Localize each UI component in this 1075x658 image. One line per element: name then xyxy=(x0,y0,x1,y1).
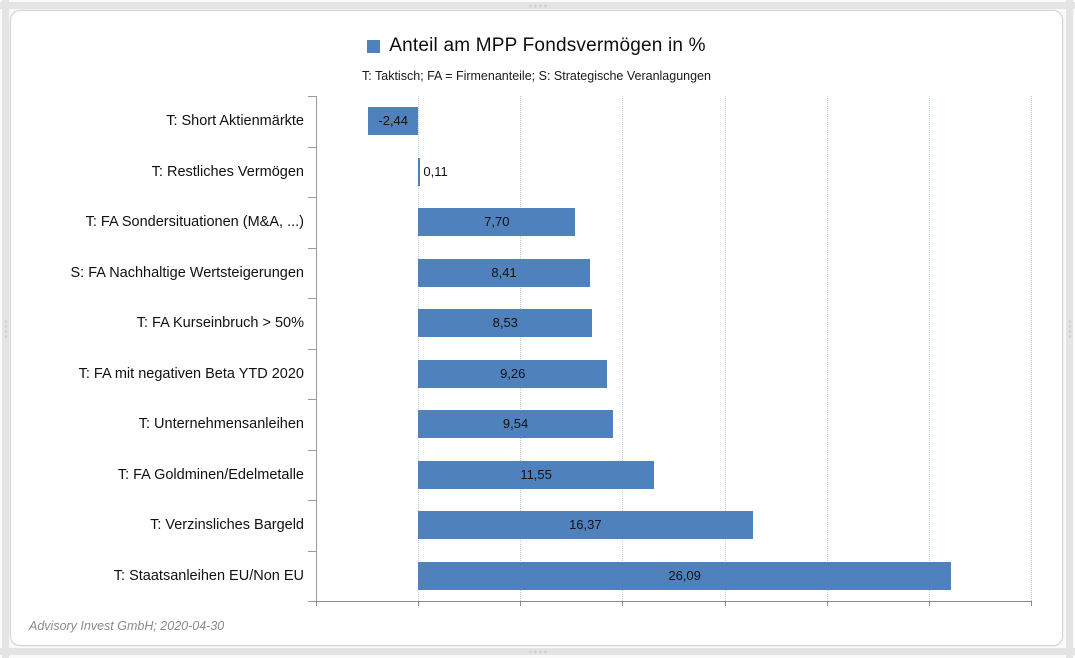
bar-value-label: 9,26 xyxy=(500,365,526,381)
footer-note: Advisory Invest GmbH; 2020-04-30 xyxy=(29,619,225,633)
bar-value-label: -2,44 xyxy=(378,113,409,129)
gridline xyxy=(520,96,522,601)
chart-area: Anteil am MPP Fondsvermögen in % T: Takt… xyxy=(10,10,1063,646)
bar xyxy=(418,359,608,388)
drag-handle-top[interactable] xyxy=(528,4,547,7)
category-label: S: FA Nachhaltige Wertsteigerungen xyxy=(70,264,304,281)
category-label: T: FA Sondersituationen (M&A, ...) xyxy=(85,214,304,231)
chart-title: Anteil am MPP Fondsvermögen in % xyxy=(389,35,706,56)
chart-legend: Anteil am MPP Fondsvermögen in % xyxy=(11,35,1062,57)
bar-value-label: 7,70 xyxy=(484,214,510,230)
category-axis-tick xyxy=(308,601,316,602)
category-label: T: Short Aktienmärkte xyxy=(166,113,304,130)
category-axis-tick xyxy=(308,298,316,299)
gridline xyxy=(928,96,930,601)
bar-value-label: 9,54 xyxy=(502,416,529,432)
bar xyxy=(418,309,593,338)
bar-value-label: 8,53 xyxy=(492,315,518,331)
drag-handle-right[interactable] xyxy=(1068,320,1071,338)
category-label: T: Verzinsliches Bargeld xyxy=(150,517,304,534)
bar xyxy=(368,107,419,136)
value-axis-tick xyxy=(1031,601,1032,606)
category-axis-tick xyxy=(308,96,316,97)
drag-handle-bottom[interactable] xyxy=(528,650,547,653)
category-label: T: FA Goldminen/Edelmetalle xyxy=(117,466,304,483)
value-axis-tick xyxy=(724,601,726,606)
bar xyxy=(418,258,590,287)
category-axis-tick xyxy=(308,348,316,350)
category-label: T: FA Kurseinbruch > 50% xyxy=(136,315,304,332)
bar-value-label: 8,41 xyxy=(491,264,517,280)
chart-subtitle: T: Taktisch; FA = Firmenanteile; S: Stra… xyxy=(362,69,711,83)
category-axis-tick xyxy=(308,146,316,148)
value-axis-tick xyxy=(622,601,624,606)
value-axis-tick xyxy=(520,601,522,606)
category-label: T: Unternehmensanleihen xyxy=(138,416,304,433)
value-axis-tick xyxy=(826,601,828,606)
gridline xyxy=(622,96,624,601)
frame-edge-bottom xyxy=(0,648,1075,655)
bar-value-label: 16,37 xyxy=(569,517,602,533)
value-axis-line xyxy=(316,601,1031,602)
plot-area: -5,000,005,0010,0015,0020,0025,0030,00-2… xyxy=(71,96,1032,606)
category-axis-tick xyxy=(308,197,316,198)
category-axis-tick xyxy=(308,247,316,249)
bar xyxy=(418,460,655,489)
bar-value-label: 0,11 xyxy=(423,163,448,179)
bar-value-label: 26,09 xyxy=(668,567,701,583)
bar xyxy=(418,208,576,237)
frame-edge-left xyxy=(2,0,9,658)
frame-edge-top xyxy=(0,2,1075,9)
bar xyxy=(418,561,952,590)
category-axis-tick xyxy=(308,399,316,400)
gridline xyxy=(418,96,420,601)
bar xyxy=(418,157,421,186)
category-axis-tick xyxy=(308,449,316,451)
category-axis-tick xyxy=(308,550,316,552)
frame-edge-right xyxy=(1066,0,1073,658)
gridline xyxy=(826,96,828,601)
category-axis-tick xyxy=(308,500,316,501)
gridline xyxy=(1031,96,1032,601)
gridline xyxy=(724,96,726,601)
drag-handle-left[interactable] xyxy=(4,320,7,338)
value-axis-tick xyxy=(418,601,420,606)
category-label: T: Staatsanleihen EU/Non EU xyxy=(113,567,304,584)
bar xyxy=(418,511,753,540)
bar xyxy=(418,410,614,439)
category-label: T: FA mit negativen Beta YTD 2020 xyxy=(78,365,304,382)
category-label: T: Restliches Vermögen xyxy=(151,163,304,180)
value-axis-tick xyxy=(316,601,317,606)
legend-swatch-icon xyxy=(367,39,381,53)
value-axis-tick xyxy=(928,601,930,606)
bar-value-label: 11,55 xyxy=(520,466,552,482)
category-axis-line xyxy=(316,96,317,601)
